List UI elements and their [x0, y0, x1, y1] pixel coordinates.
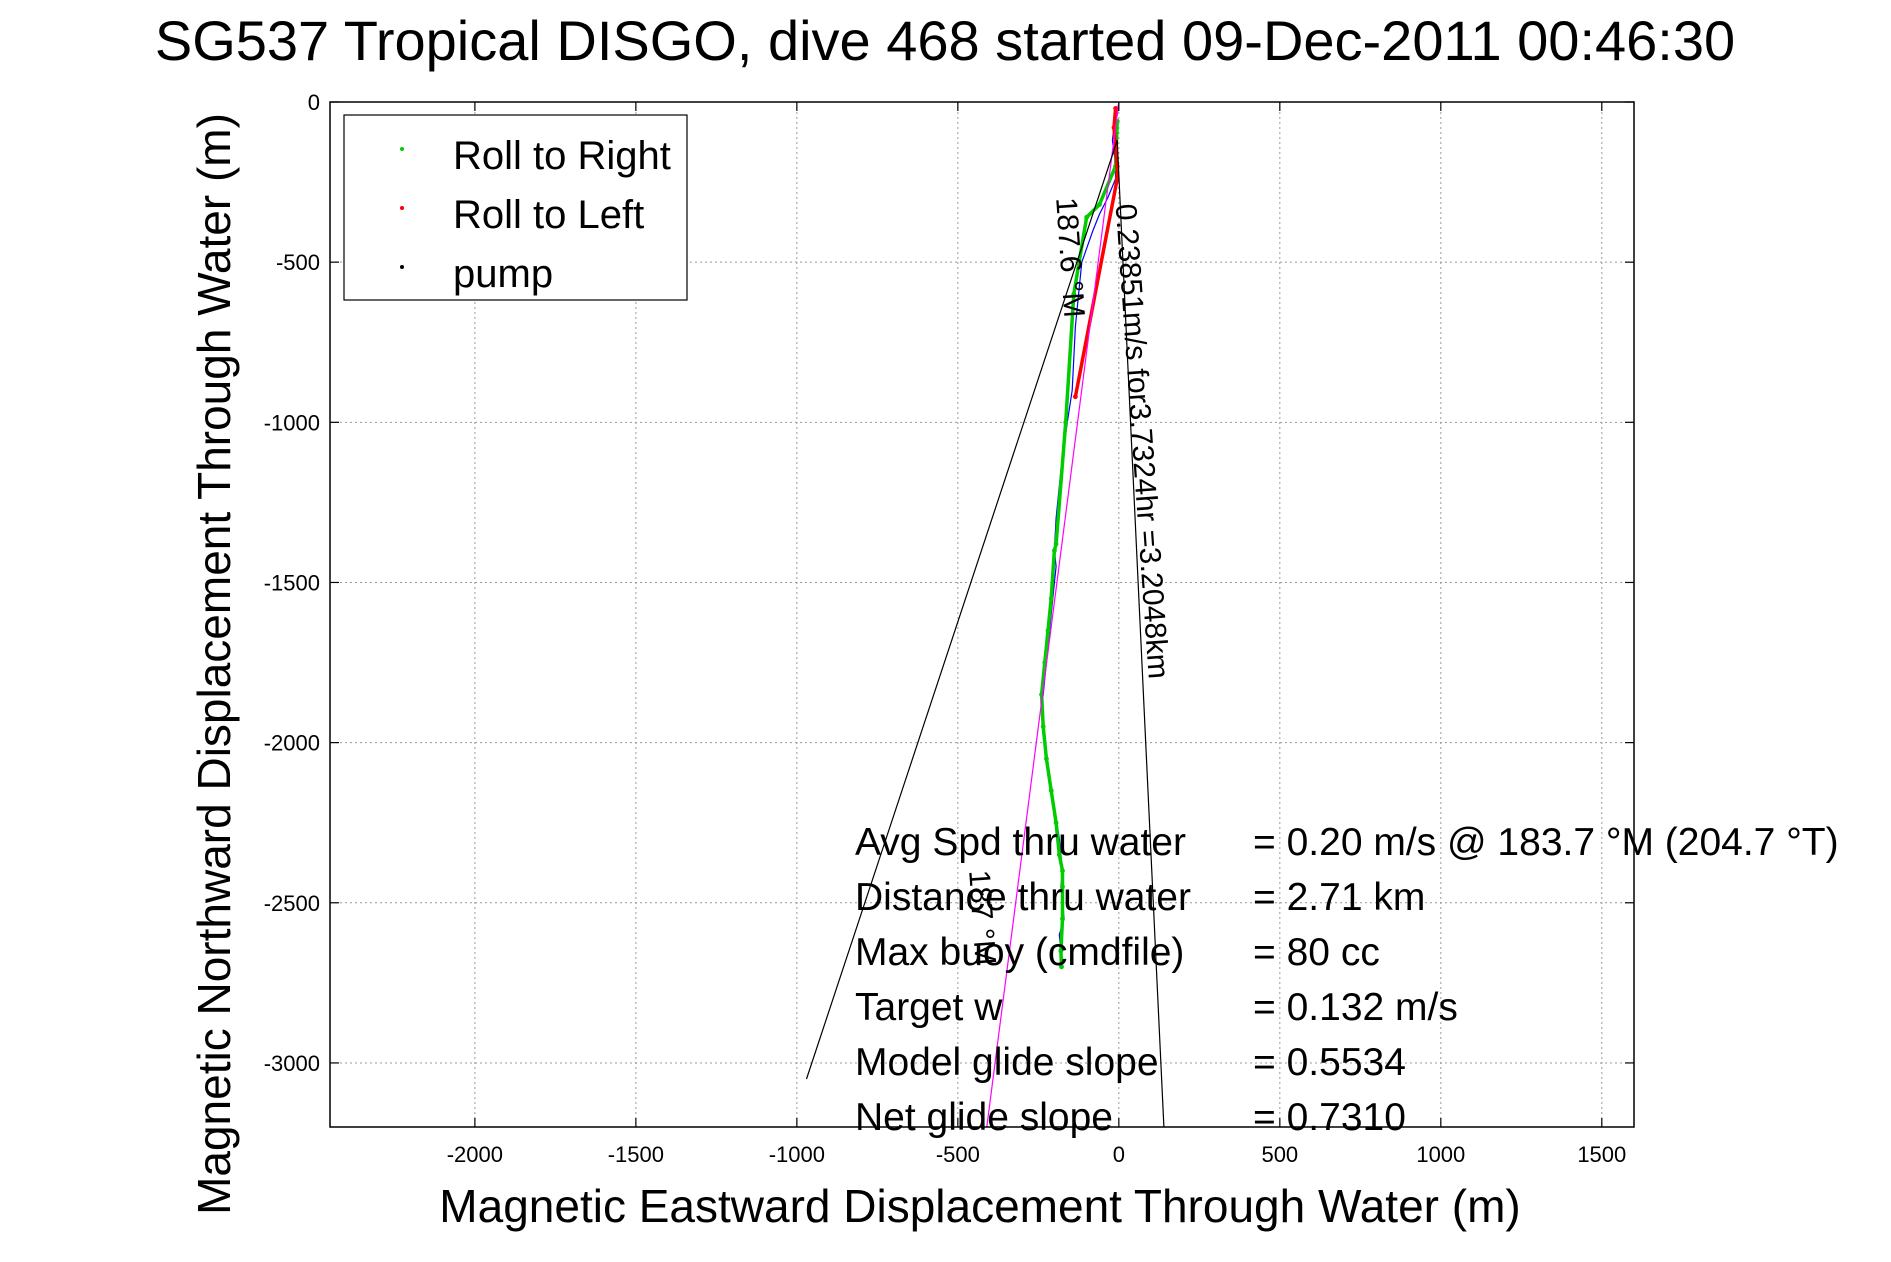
y-tick-label: -500 [276, 250, 320, 275]
roll-to-right-point [1063, 419, 1069, 425]
roll-to-right-point [1084, 214, 1090, 220]
roll-to-right-point [1043, 756, 1049, 762]
roll-to-right-point [1097, 202, 1102, 207]
x-tick-label: -500 [936, 1142, 980, 1167]
stat-label: Target w [855, 986, 1003, 1029]
roll-to-right-point [1060, 868, 1065, 874]
roll-to-right-point [1059, 964, 1064, 970]
stat-label: Avg Spd thru water [855, 821, 1186, 864]
legend-marker [400, 265, 404, 269]
stat-value: = 0.132 m/s [1253, 986, 1458, 1029]
track-line-3-line [986, 101, 1120, 1128]
x-tick-label: -1500 [608, 1142, 664, 1167]
track-line-4-line [805, 139, 1165, 1128]
stat-value: = 0.20 m/s @ 183.7 °M (204.7 °T) [1253, 821, 1839, 864]
legend-label: Roll to Left [453, 193, 644, 237]
x-tick-label: 1500 [1577, 1142, 1626, 1167]
x-tick-label: 1000 [1416, 1142, 1465, 1167]
stat-value: = 0.7310 [1253, 1096, 1406, 1139]
stat-value: = 2.71 km [1253, 876, 1425, 919]
legend-label: pump [453, 252, 553, 296]
legend-marker [400, 206, 404, 210]
plot-series [805, 101, 1165, 1128]
roll-to-right-point [1071, 291, 1077, 297]
x-tick-label: 500 [1261, 1142, 1298, 1167]
stat-value: = 0.5534 [1253, 1041, 1406, 1084]
y-tick-label: -1500 [264, 570, 320, 595]
stat-value: = 80 cc [1253, 931, 1380, 974]
stat-label: Model glide slope [855, 1041, 1159, 1084]
y-tick-label: 0 [308, 90, 320, 115]
y-tick-label: -1000 [264, 410, 320, 435]
x-tick-label: -2000 [447, 1142, 503, 1167]
roll-to-right-point [1060, 884, 1065, 890]
roll-to-right-point [1060, 916, 1065, 922]
roll-to-right-point [1053, 541, 1059, 547]
axis-ticks: -2000 -1500 -1000 -500 0 500 1000 1500 0 -500 -100… [264, 90, 1634, 1167]
roll-to-right-point [1056, 852, 1062, 858]
roll-to-right-point [1048, 596, 1054, 601]
legend-label: Roll to Right [453, 134, 671, 178]
legend: Roll to Right Roll to Left pump [343, 114, 688, 301]
x-tick-label: 0 [1113, 1142, 1125, 1167]
y-axis-label: Magnetic Northward Displacement Through … [188, 113, 240, 1215]
y-tick-label: -2000 [264, 731, 320, 756]
roll-to-right-point [1058, 948, 1064, 954]
legend-marker [400, 147, 404, 151]
plot-frame [329, 101, 1635, 1128]
roll-to-left-point [1113, 106, 1119, 111]
stat-label: Distance thru water [855, 876, 1191, 919]
y-tick-label: -2500 [264, 891, 320, 916]
roll-to-right-point [1040, 724, 1046, 730]
roll-to-right-point [1045, 628, 1051, 633]
roll-to-right-line [1039, 121, 1119, 967]
track-annotation: 187 °M [962, 869, 1002, 966]
roll-to-right-point [1052, 548, 1057, 553]
roll-to-right-point [1048, 788, 1054, 794]
x-tick-label: -1000 [769, 1142, 825, 1167]
x-axis-label: Magnetic Eastward Displacement Through W… [439, 1180, 1520, 1232]
chart-title: SG537 Tropical DISGO, dive 468 started 0… [155, 9, 1735, 72]
roll-to-right-point [1053, 820, 1059, 826]
dive-stats-block: Avg Spd thru water = 0.20 m/s @ 183.7 °M … [855, 821, 1839, 1139]
y-tick-label: -3000 [264, 1051, 320, 1076]
stat-label: Max buoy (cmdfile) [855, 931, 1184, 974]
roll-to-left-point [1072, 394, 1078, 400]
stat-label: Net glide slope [855, 1096, 1113, 1139]
